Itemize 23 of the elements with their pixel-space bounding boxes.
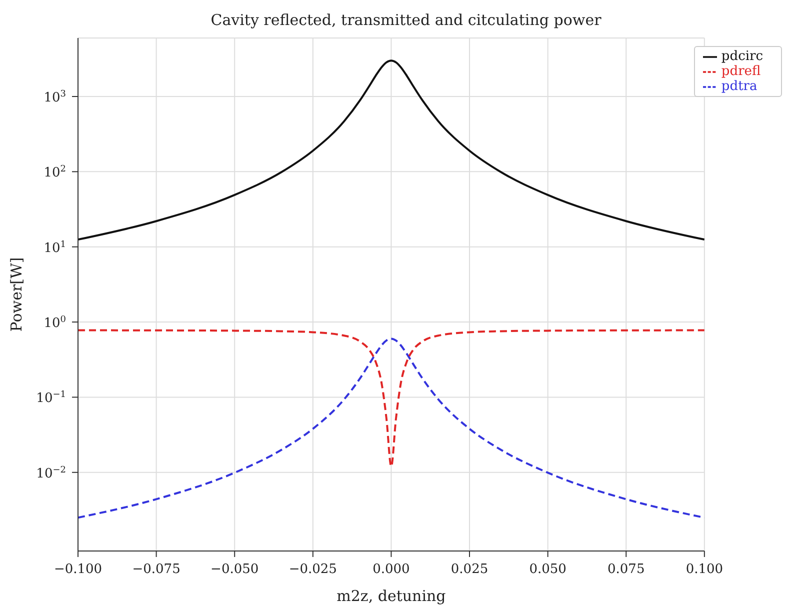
y-tick-label: 10$^{2}$ bbox=[44, 164, 66, 181]
line-series bbox=[78, 329, 704, 468]
y-tick-label: 10$^{−1}$ bbox=[36, 390, 66, 406]
chart-title: Cavity reflected, transmitted and citculating power bbox=[210, 10, 602, 31]
x-tick-label: 0.100 bbox=[686, 562, 724, 577]
y-tick-label: 10$^{1}$ bbox=[44, 240, 66, 256]
line-series bbox=[78, 60, 704, 241]
x-tick-label: −0.075 bbox=[132, 562, 180, 577]
x-axis-title: m2z, detuning bbox=[336, 587, 446, 605]
x-tick-label: 0.050 bbox=[529, 562, 566, 577]
x-tick-label: 0.000 bbox=[372, 562, 410, 577]
y-tick-label: 10$^{0}$ bbox=[44, 315, 66, 332]
x-tick-label: 0.075 bbox=[608, 562, 645, 577]
legend-label: pdrefl bbox=[721, 64, 761, 79]
y-tick-label: 10$^{−2}$ bbox=[36, 465, 66, 482]
x-tick-label: −0.050 bbox=[210, 562, 259, 577]
y-axis-title: Power[W] bbox=[7, 257, 26, 332]
x-tick-label: 0.025 bbox=[450, 562, 488, 577]
legend-label: pdtra bbox=[721, 79, 758, 94]
x-tick-label: −0.025 bbox=[288, 562, 337, 577]
legend-label: pdcirc bbox=[721, 49, 763, 64]
x-tick-label: −0.100 bbox=[54, 562, 102, 577]
y-tick-label: 10$^{3}$ bbox=[44, 90, 66, 106]
